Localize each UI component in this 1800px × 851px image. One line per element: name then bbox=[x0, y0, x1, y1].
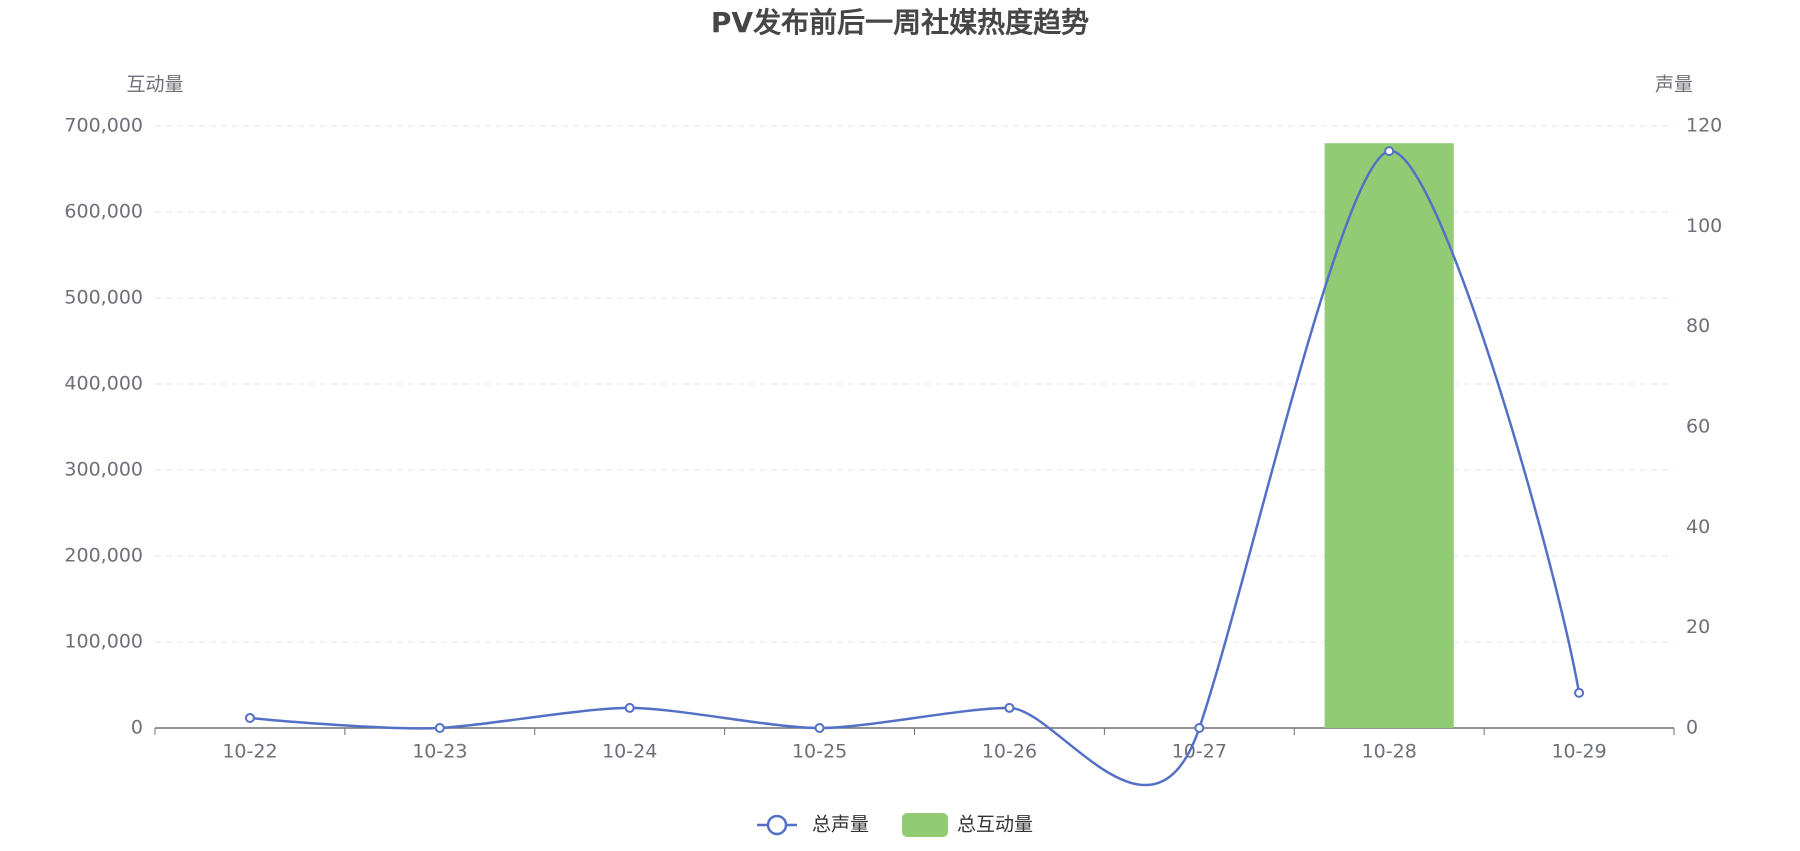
point bbox=[244, 712, 255, 723]
point bbox=[814, 723, 825, 733]
y2-tick-label: 80 bbox=[1686, 315, 1710, 337]
y-tick-label: 100,000 bbox=[64, 631, 143, 653]
x-tick-label: 10-25 bbox=[792, 741, 847, 763]
y-axis-title: 互动量 bbox=[126, 74, 183, 96]
x-tick-label: 10-29 bbox=[1551, 741, 1606, 763]
y-tick-label: 600,000 bbox=[64, 201, 143, 223]
point bbox=[1384, 146, 1395, 157]
y-tick-label: 200,000 bbox=[64, 545, 143, 567]
x-tick-label: 10-23 bbox=[412, 741, 467, 763]
x-tick-label: 10-22 bbox=[222, 741, 277, 763]
y2-tick-label: 20 bbox=[1686, 616, 1710, 638]
y-tick-label: 0 bbox=[131, 717, 143, 739]
y2-tick-label: 120 bbox=[1686, 115, 1722, 137]
x-tick-label: 10-28 bbox=[1362, 741, 1417, 763]
point bbox=[1574, 687, 1585, 698]
x-tick-label: 10-24 bbox=[602, 741, 657, 763]
x-tick-label: 10-27 bbox=[1172, 741, 1227, 763]
x-tick-label: 10-26 bbox=[982, 741, 1037, 763]
legend-symbol bbox=[766, 814, 788, 836]
legend-text: 总声量 bbox=[812, 814, 869, 836]
y2-axis-title: 声量 bbox=[1655, 74, 1693, 96]
y2-tick-label: 40 bbox=[1686, 516, 1710, 538]
y2-tick-label: 0 bbox=[1686, 717, 1698, 739]
y-tick-label: 500,000 bbox=[64, 287, 143, 309]
chart-title: PV发布前后一周社媒热度趋势 bbox=[711, 6, 1089, 39]
point bbox=[624, 702, 635, 713]
y-tick-label: 700,000 bbox=[64, 115, 143, 137]
point bbox=[1194, 723, 1205, 733]
legend-symbol bbox=[902, 813, 948, 837]
point bbox=[1004, 702, 1015, 713]
legend-text: 总互动量 bbox=[957, 814, 1033, 836]
y-tick-label: 400,000 bbox=[64, 373, 143, 395]
line bbox=[249, 149, 1581, 787]
y2-tick-label: 100 bbox=[1686, 215, 1722, 237]
point bbox=[434, 723, 445, 733]
bar bbox=[1324, 143, 1454, 728]
y-tick-label: 300,000 bbox=[64, 459, 143, 481]
y2-tick-label: 60 bbox=[1686, 416, 1710, 438]
